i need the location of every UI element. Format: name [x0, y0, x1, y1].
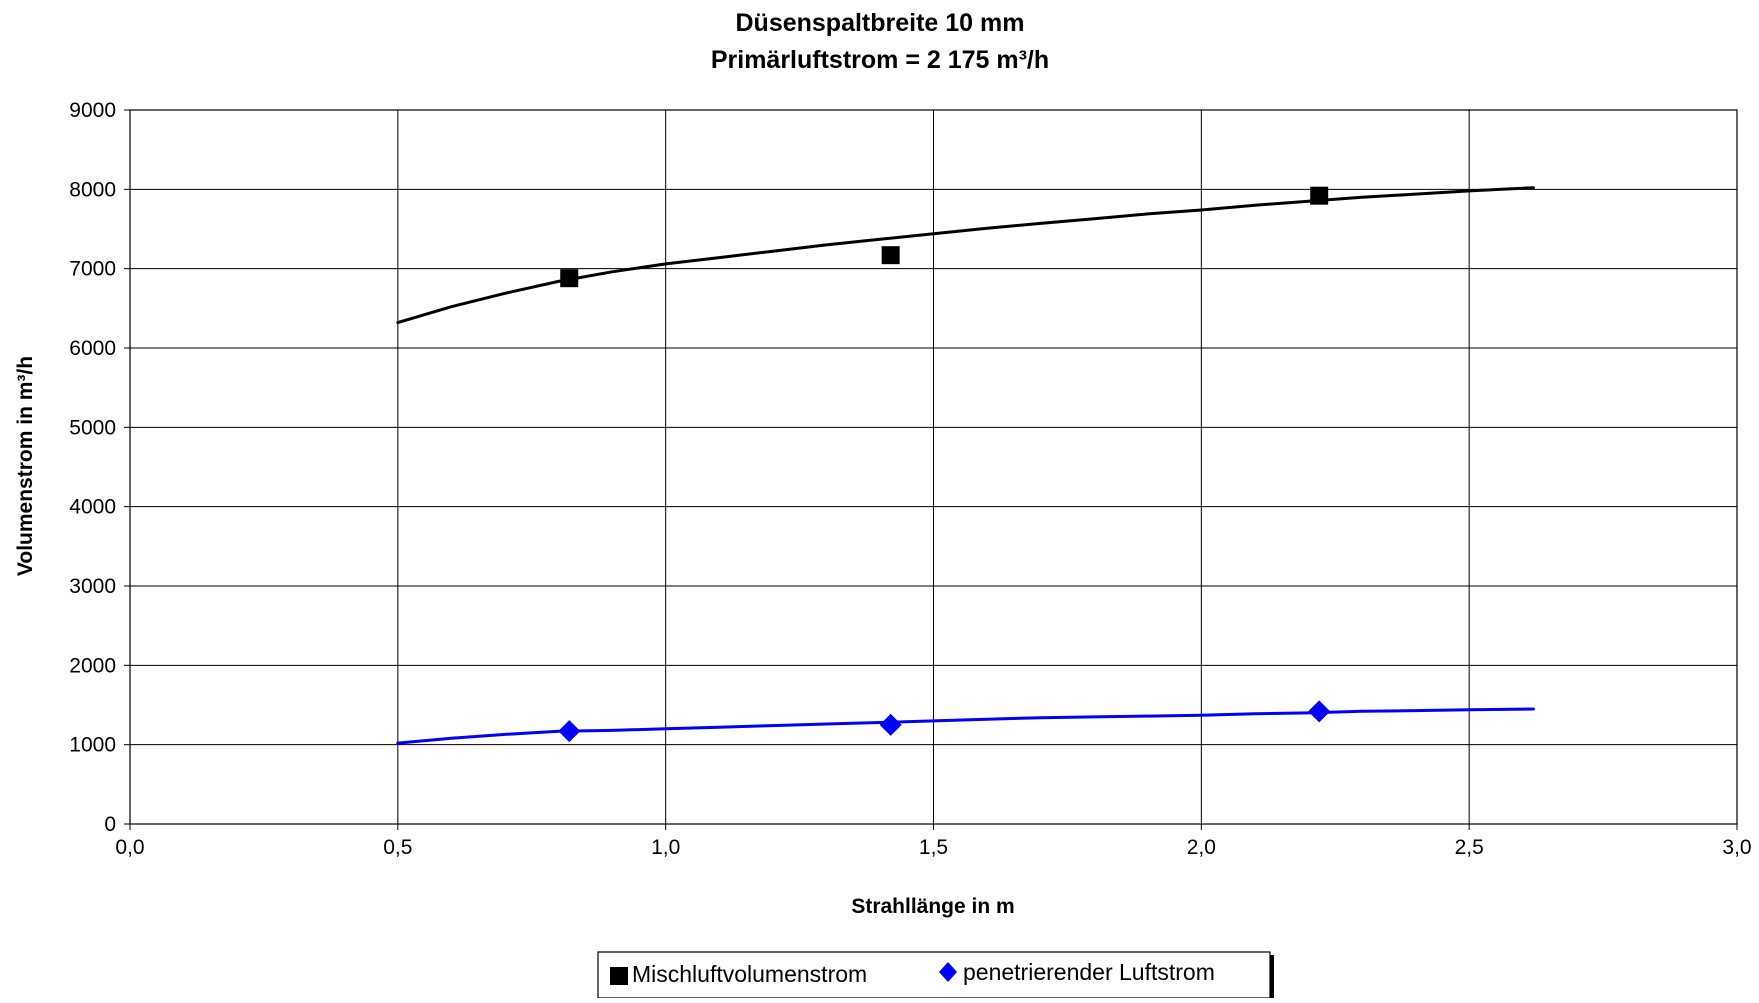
y-tick-label-4: 4000	[69, 496, 116, 519]
x-axis-title: Strahllänge in m	[851, 895, 1014, 918]
legend-marker-series-1	[939, 962, 957, 982]
series-1-point-0	[558, 720, 581, 743]
y-tick-label-7: 7000	[69, 258, 116, 281]
chart-title: Düsenspaltbreite 10 mm	[736, 9, 1025, 37]
series-1-point-2	[1308, 700, 1331, 723]
y-tick-label-2: 2000	[69, 654, 116, 677]
y-tick-label-8: 8000	[69, 178, 116, 201]
y-axis-title: Volumenstrom in m³/h	[14, 356, 37, 576]
y-tick-label-3: 3000	[69, 575, 116, 598]
legend-label-series-0: Mischluftvolumenstrom	[632, 961, 867, 987]
chart-subtitle: Primärluftstrom = 2 175 m³/h	[711, 46, 1049, 74]
x-tick-label-2: 1,0	[651, 836, 680, 859]
series-0-point-0	[560, 269, 579, 288]
series-0-point-1	[881, 246, 900, 265]
y-tick-label-9: 9000	[69, 99, 116, 122]
x-tick-label-6: 3,0	[1722, 836, 1751, 859]
x-tick-label-5: 2,5	[1455, 836, 1484, 859]
x-tick-label-1: 0,5	[383, 836, 412, 859]
gridlines	[130, 110, 1737, 824]
x-tick-label-3: 1,5	[919, 836, 948, 859]
series-1-point-1	[879, 713, 902, 736]
y-tick-label-0: 0	[104, 813, 116, 836]
legend-marker-series-0	[610, 967, 628, 985]
legend: Mischluftvolumenstrom penetrierender Luf…	[597, 951, 1274, 999]
series-line-0	[396, 186, 1535, 325]
y-tick-label-1: 1000	[69, 734, 116, 757]
series-0-point-2	[1310, 186, 1329, 205]
y-tick-label-5: 5000	[69, 416, 116, 439]
legend-shadow	[1270, 955, 1274, 998]
x-axis: 0,0 0,5 1,0 1,5 2,0 2,5 3,0	[115, 824, 1752, 859]
x-tick-label-4: 2,0	[1187, 836, 1216, 859]
series-layer	[396, 186, 1535, 745]
series-line-1	[396, 707, 1535, 745]
y-tick-label-6: 6000	[69, 337, 116, 360]
y-axis: 0 1000 2000 3000 4000 5000 6000 7000 8000 9000	[69, 99, 130, 836]
x-tick-label-0: 0,0	[115, 836, 144, 859]
legend-label-series-1: penetrierender Luftstrom	[963, 959, 1215, 985]
